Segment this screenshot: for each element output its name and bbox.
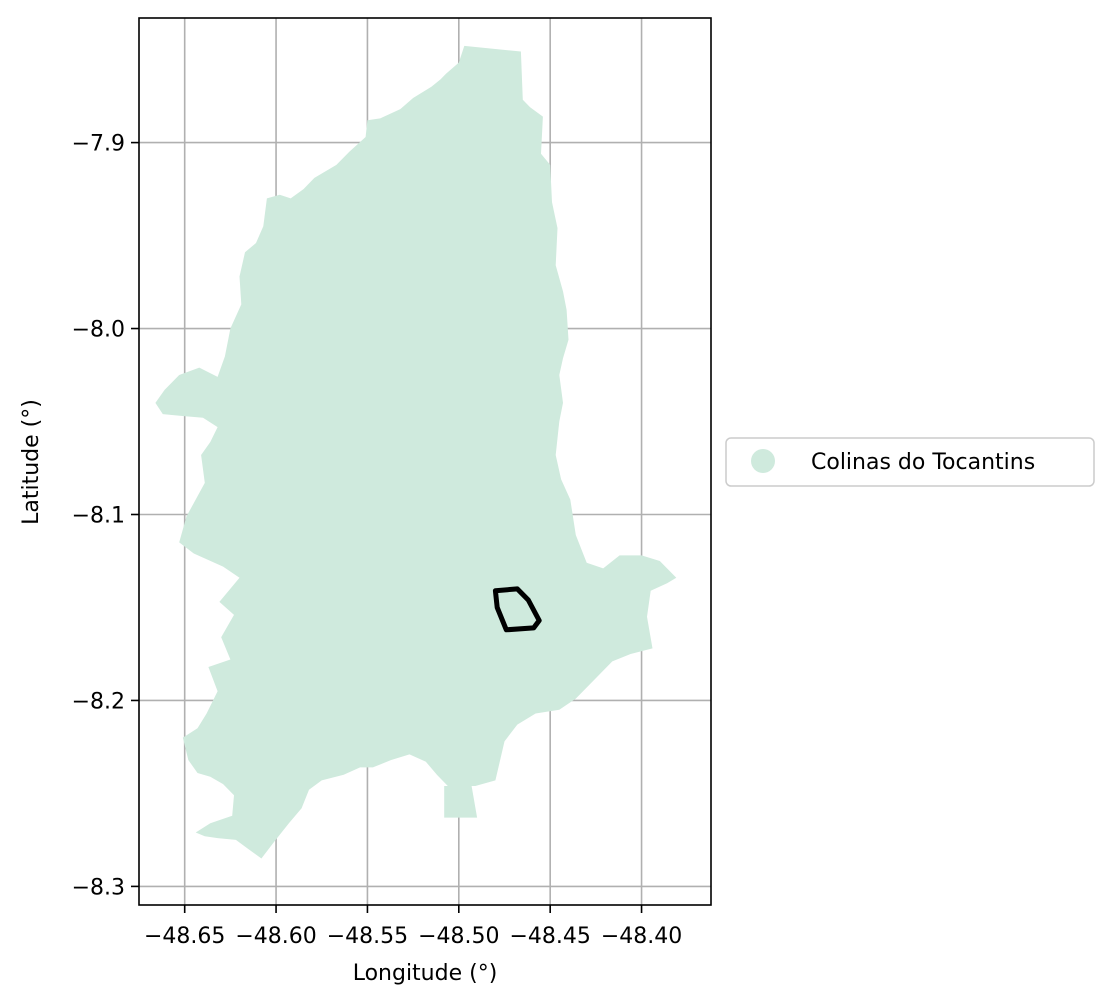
y-tick-label: −8.3 bbox=[72, 875, 125, 900]
x-tick-label: −48.60 bbox=[235, 924, 316, 949]
y-tick-label: −8.0 bbox=[72, 318, 125, 343]
x-axis-label: Longitude (°) bbox=[353, 961, 498, 986]
y-axis-label: Latitude (°) bbox=[19, 399, 44, 525]
x-tick-label: −48.50 bbox=[418, 924, 499, 949]
highlight-outline bbox=[492, 586, 542, 633]
y-tick-label: −8.2 bbox=[72, 689, 125, 714]
legend-label: Colinas do Tocantins bbox=[811, 450, 1035, 475]
x-ticks: −48.65 −48.60 −48.55 −48.50 −48.45 −48.40 bbox=[144, 905, 682, 949]
y-tick-label: −8.1 bbox=[72, 503, 125, 528]
x-tick-label: −48.40 bbox=[601, 924, 682, 949]
plot-frame bbox=[138, 17, 712, 906]
x-tick-label: −48.55 bbox=[327, 924, 408, 949]
y-ticks: −7.9 −8.0 −8.1 −8.2 −8.3 bbox=[72, 132, 139, 900]
region-colinas-do-tocantins bbox=[155, 45, 677, 859]
legend-frame bbox=[725, 437, 1095, 487]
legend: Colinas do Tocantins bbox=[725, 437, 1095, 487]
x-tick-label: −48.45 bbox=[509, 924, 590, 949]
legend-marker bbox=[751, 449, 775, 473]
y-tick-label: −7.9 bbox=[72, 132, 125, 157]
x-tick-label: −48.65 bbox=[144, 924, 225, 949]
